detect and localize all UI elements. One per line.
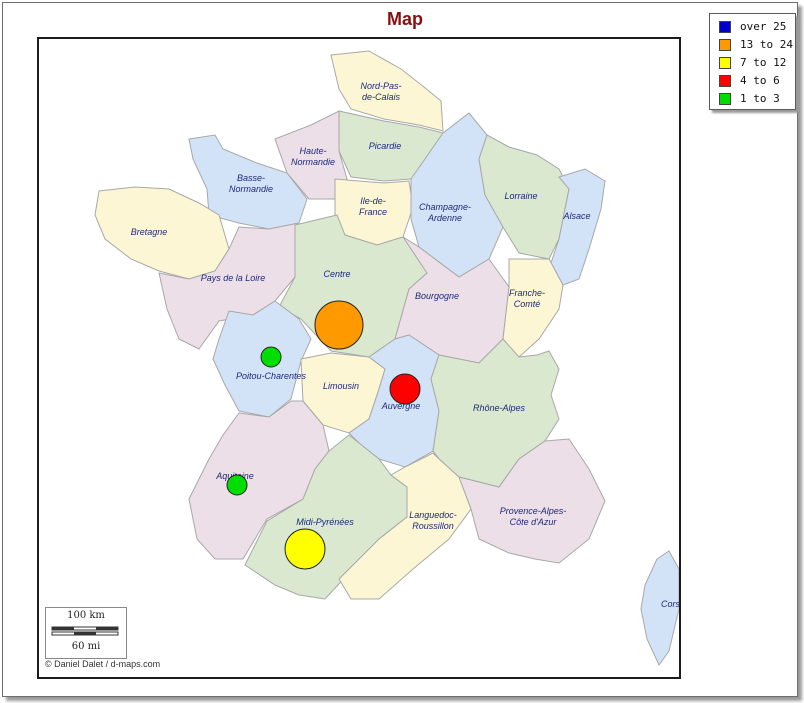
region-aquitaine[interactable] [188,400,330,560]
region-label-limousin: Limousin [323,381,359,391]
region-label-centre: Centre [323,269,350,279]
region-label-basse-normandie: Basse-Normandie [229,173,273,194]
scale-km-label: 100 km [67,610,105,621]
region-label-provence-alpes-cote-d-azur: Provence-Alpes-Côte d'Azur [500,506,567,527]
marker-aquitaine[interactable] [226,474,248,496]
legend-swatch [719,57,731,69]
region-label-haute-normandie: Haute-Normandie [291,146,335,167]
map-title: Map [387,9,423,29]
region-label-midi-pyrenees: Midi-Pyrénées [296,517,354,527]
legend-item: over 25 [716,18,796,36]
legend-swatch [719,75,731,87]
region-franche-comte[interactable] [502,258,564,358]
legend-item: 4 to 6 [716,72,796,90]
region-label-bretagne: Bretagne [131,227,168,237]
legend-swatch [719,39,731,51]
region-label-rhone-alpes: Rhône-Alpes [473,403,526,413]
legend-label: 4 to 6 [740,74,780,87]
region-label-languedoc-roussillon: Languedoc-Roussillon [409,510,457,531]
region-corse[interactable] [640,550,679,666]
region-alsace[interactable] [550,168,606,286]
region-label-poitou-charentes: Poitou-Charentes [236,371,307,381]
legend-label: over 25 [740,20,787,33]
region-nord-pas-de-calais[interactable] [330,50,444,132]
marker-midi-pyrenees[interactable] [284,528,326,570]
region-label-ile-de-france: Ile-de-France [359,196,387,217]
legend-swatch [719,21,731,33]
region-label-auvergne: Auvergne [381,401,421,411]
region-haute-normandie[interactable] [274,110,348,200]
france-map[interactable]: Nord-Pas-de-Calais Picardie Haute-Normandi… [39,39,679,677]
region-label-bourgogne: Bourgogne [415,291,459,301]
marker-auvergne[interactable] [389,373,421,405]
region-label-picardie: Picardie [369,141,402,151]
region-label-nord-pas-de-calais: Nord-Pas-de-Calais [360,81,401,102]
map-credit: © Daniel Dalet / d-maps.com [45,659,161,669]
region-label-franche-comte: Franche-Comté [509,288,545,309]
region-provence-alpes-cote-d-azur[interactable] [458,438,606,564]
legend-label: 13 to 24 [740,38,793,51]
legend-item: 1 to 3 [716,90,796,108]
region-rhone-alpes[interactable] [430,338,560,488]
region-label-alsace: Alsace [562,211,590,221]
legend-item: 7 to 12 [716,54,796,72]
legend-swatch [719,93,731,105]
scale-mi-label: 60 mi [71,641,101,652]
markers-layer [226,300,421,570]
legend-label: 1 to 3 [740,92,780,105]
legend-label: 7 to 12 [740,56,787,69]
map-area[interactable]: Nord-Pas-de-Calais Picardie Haute-Normandi… [37,37,681,679]
scale-ruler [51,626,119,636]
scale-bar: 100 km 60 mi [45,607,127,659]
map-frame: Map Nord-Pas-de-Calais Picardie Haute-Norm… [2,2,798,697]
regions-layer [94,50,679,666]
region-label-pays-de-la-loire: Pays de la Loire [201,273,266,283]
legend-item: 13 to 24 [716,36,796,54]
legend: over 25 13 to 24 7 to 12 4 to 6 1 to 3 [709,13,796,110]
marker-centre[interactable] [314,300,364,350]
region-lorraine[interactable] [478,134,570,260]
region-label-champagne-ardenne: Champagne-Ardenne [419,202,471,223]
region-languedoc-roussillon[interactable] [338,452,472,600]
region-label-corse: Corse [661,599,679,609]
region-label-lorraine: Lorraine [504,191,537,201]
marker-poitou-charentes[interactable] [260,346,282,368]
